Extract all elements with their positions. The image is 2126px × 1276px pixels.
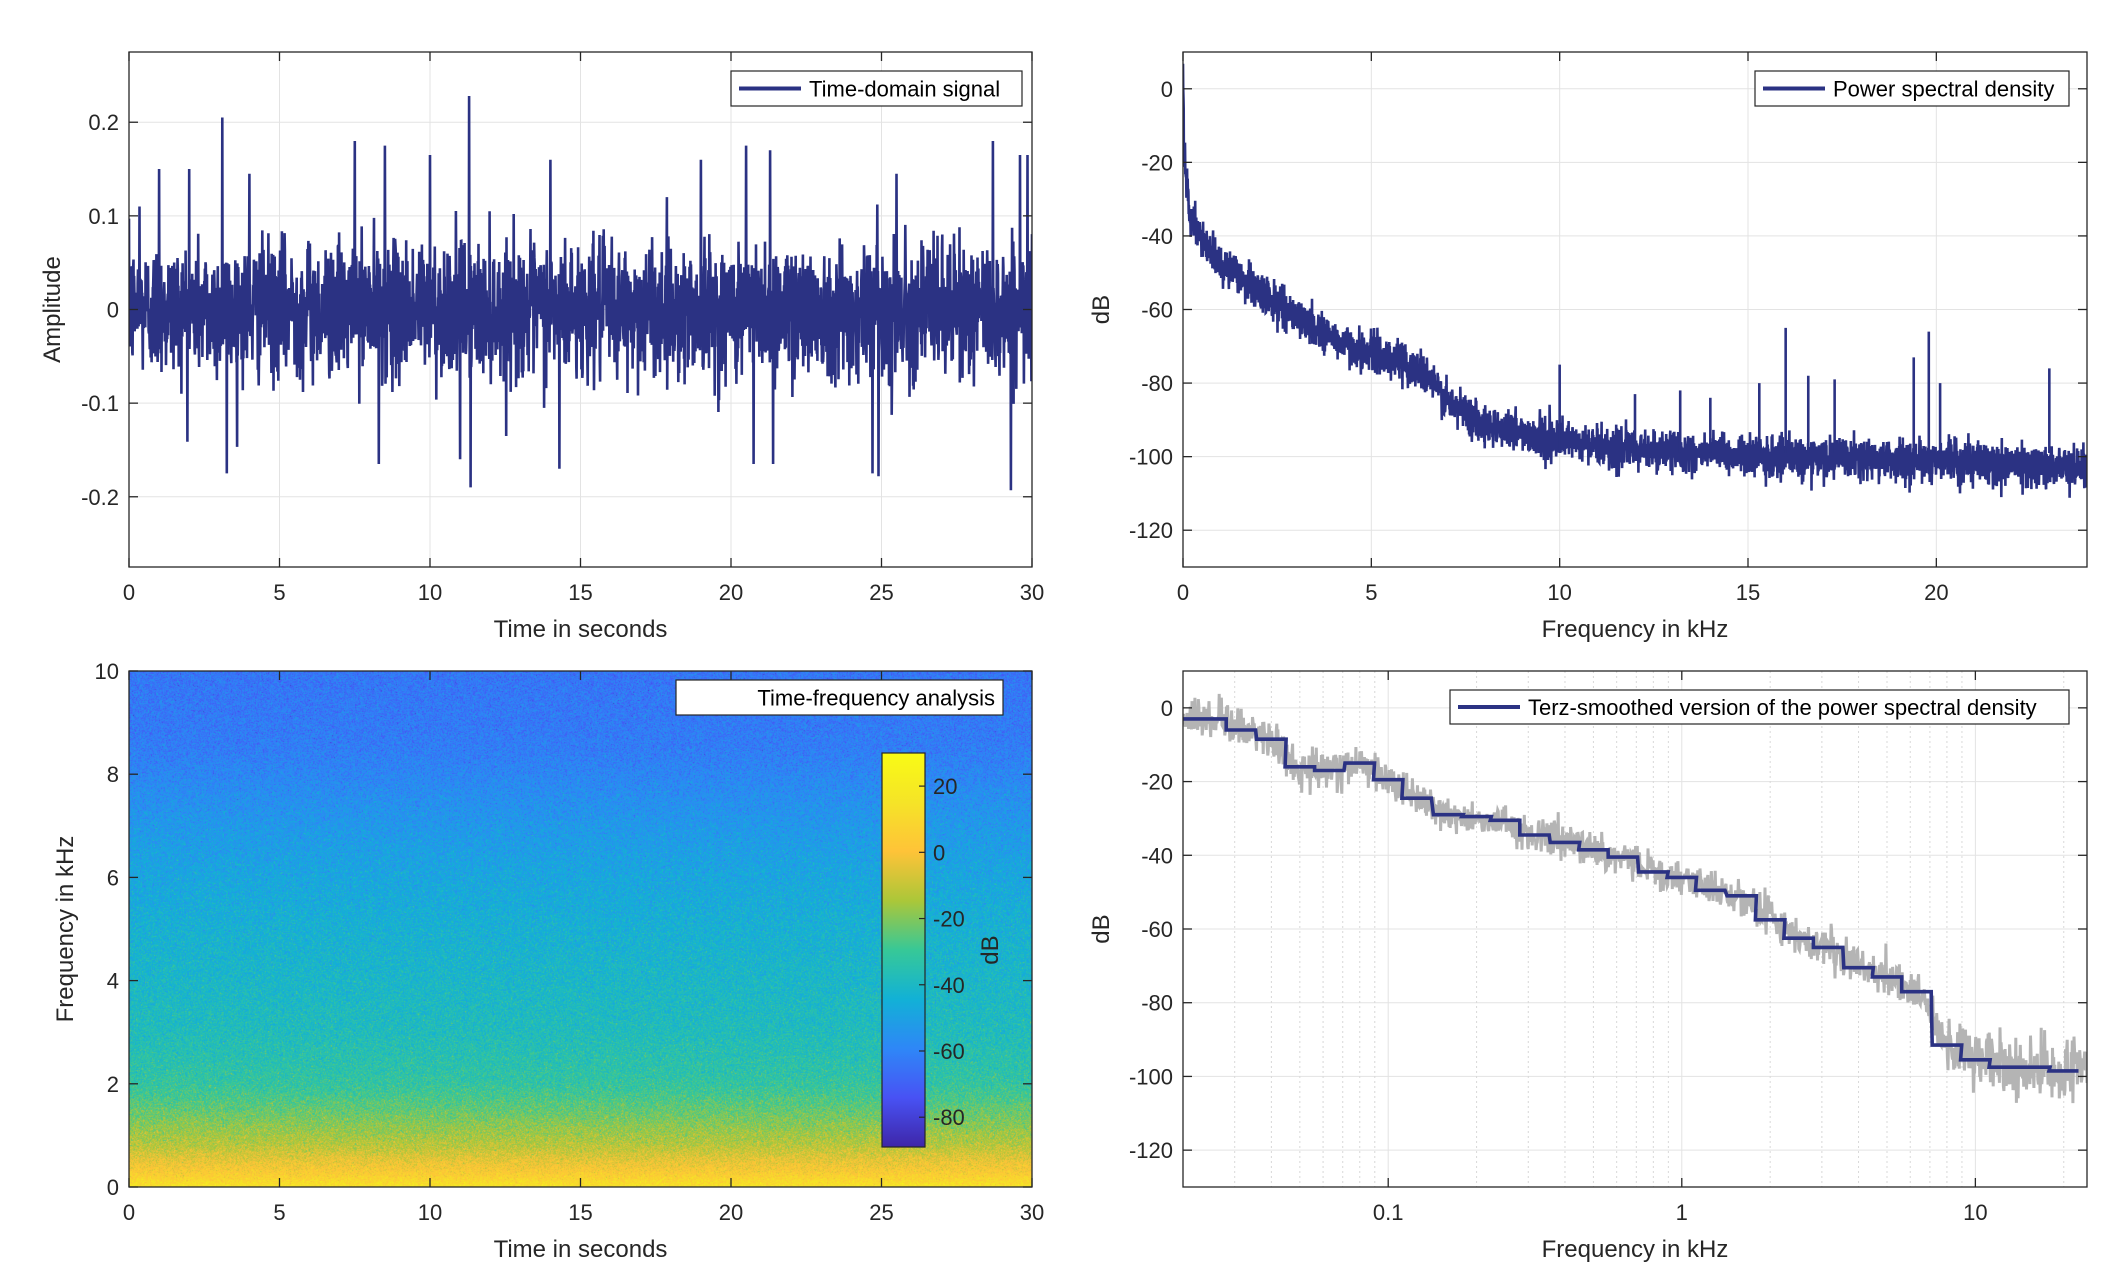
terz-smoothed-line xyxy=(1183,717,2079,1073)
x-tick-label: 0 xyxy=(123,580,135,605)
y-tick-label: 2 xyxy=(107,1072,119,1097)
y-tick-label: -60 xyxy=(1141,298,1173,323)
x-axis-label: Frequency in kHz xyxy=(1542,616,1729,643)
y-tick-label: 0 xyxy=(1161,696,1173,721)
y-tick-label: 10 xyxy=(95,659,119,684)
x-tick-label: 15 xyxy=(568,1200,592,1225)
colorbar-tick-label: -60 xyxy=(933,1039,965,1064)
x-tick-label: 30 xyxy=(1020,1200,1044,1225)
x-tick-label: 10 xyxy=(1547,580,1571,605)
colorbar-tick-label: -40 xyxy=(933,973,965,998)
subplot-4: 0.1 1 10 -120 -100 -80 -60 -40 -20 0 Frequency in … xyxy=(1088,670,2088,1263)
x-tick-label: 20 xyxy=(719,1200,743,1225)
subplot-2: 0 5 10 15 20 -120 -100 -80 -60 -40 -20 0 Frequency i… xyxy=(1088,51,2088,643)
x-axis-label: Time in seconds xyxy=(494,616,668,643)
y-tick-label: -40 xyxy=(1141,843,1173,868)
x-tick-label: 5 xyxy=(273,1200,285,1225)
data-layer xyxy=(1183,63,2087,498)
y-tick-label: 6 xyxy=(107,865,119,890)
subplot-1: 0 5 10 15 20 25 30 -0.2 -0.1 0 0.1 0.2 Time in secon… xyxy=(39,51,1044,643)
y-axis-label: Amplitude xyxy=(39,256,66,363)
y-tick-label: -100 xyxy=(1129,445,1173,470)
colorbar-tick-label: -20 xyxy=(933,907,965,932)
colorbar-gradient xyxy=(881,752,926,1148)
x-tick-label: 30 xyxy=(1020,580,1044,605)
x-tick-label: 5 xyxy=(273,580,285,605)
y-tick-label: 0 xyxy=(1161,77,1173,102)
legend[interactable]: Time-frequency analysis xyxy=(675,679,1004,716)
y-tick-label: 4 xyxy=(107,969,119,994)
colorbar-label: dB xyxy=(977,935,1004,964)
y-tick-label: -80 xyxy=(1141,991,1173,1016)
y-tick-label: 0 xyxy=(107,1175,119,1200)
y-tick-label: -20 xyxy=(1141,150,1173,175)
x-tick-label: 10 xyxy=(418,580,442,605)
data-layer xyxy=(1183,693,2087,1104)
legend-label: Time-domain signal xyxy=(809,77,1000,102)
y-tick-label: -40 xyxy=(1141,224,1173,249)
x-tick-label: 0 xyxy=(1177,580,1189,605)
y-tick-label: -120 xyxy=(1129,518,1173,543)
y-tick-label: 0.2 xyxy=(88,110,119,135)
legend-label: Terz-smoothed version of the power spect… xyxy=(1528,695,2037,720)
legend-label: Time-frequency analysis xyxy=(757,686,995,711)
y-tick-label: -0.1 xyxy=(81,391,119,416)
y-tick-label: -100 xyxy=(1129,1064,1173,1089)
colorbar-tick-label: 0 xyxy=(933,840,945,865)
x-tick-label: 20 xyxy=(719,580,743,605)
x-tick-label: 15 xyxy=(1736,580,1760,605)
x-axis-label: Frequency in kHz xyxy=(1542,1236,1729,1263)
x-tick-label: 5 xyxy=(1365,580,1377,605)
legend-label: Power spectral density xyxy=(1833,77,2054,102)
x-tick-label: 10 xyxy=(1963,1200,1987,1225)
y-tick-label: 0 xyxy=(107,298,119,323)
signal-line xyxy=(129,95,1032,491)
x-tick-label: 0 xyxy=(123,1200,135,1225)
x-tick-label: 15 xyxy=(568,580,592,605)
y-tick-label: 8 xyxy=(107,762,119,787)
legend[interactable]: Terz-smoothed version of the power spect… xyxy=(1449,689,2070,725)
legend-box xyxy=(1449,689,2070,725)
y-axis-label: Frequency in kHz xyxy=(52,836,79,1023)
y-axis-label: dB xyxy=(1088,295,1115,324)
x-tick-label: 20 xyxy=(1924,580,1948,605)
subplot-3: 0 5 10 15 20 25 30 0 2 4 6 8 10 Time in seconds Freque… xyxy=(52,659,1044,1263)
colorbar: -80 -60 -40 -20 0 20 dB xyxy=(881,752,1004,1148)
colorbar-tick-label: -80 xyxy=(933,1105,965,1130)
legend[interactable]: Power spectral density xyxy=(1754,70,2070,107)
legend-box xyxy=(675,679,1004,716)
x-axis-label: Time in seconds xyxy=(494,1236,668,1263)
x-tick-label: 0.1 xyxy=(1373,1200,1404,1225)
x-tick-label: 10 xyxy=(418,1200,442,1225)
data-layer xyxy=(129,95,1032,491)
y-tick-label: -120 xyxy=(1129,1138,1173,1163)
x-tick-label: 25 xyxy=(869,580,893,605)
legend[interactable]: Time-domain signal xyxy=(730,70,1023,107)
x-tick-label: 1 xyxy=(1676,1200,1688,1225)
colorbar-tick-label: 20 xyxy=(933,774,957,799)
x-tick-label: 25 xyxy=(869,1200,893,1225)
y-tick-label: 0.1 xyxy=(88,204,119,229)
raw-psd-line xyxy=(1183,693,2087,1104)
y-tick-label: -80 xyxy=(1141,371,1173,396)
y-tick-label: -60 xyxy=(1141,917,1173,942)
y-tick-label: -20 xyxy=(1141,770,1173,795)
y-tick-label: -0.2 xyxy=(81,485,119,510)
y-axis-label: dB xyxy=(1088,914,1115,943)
